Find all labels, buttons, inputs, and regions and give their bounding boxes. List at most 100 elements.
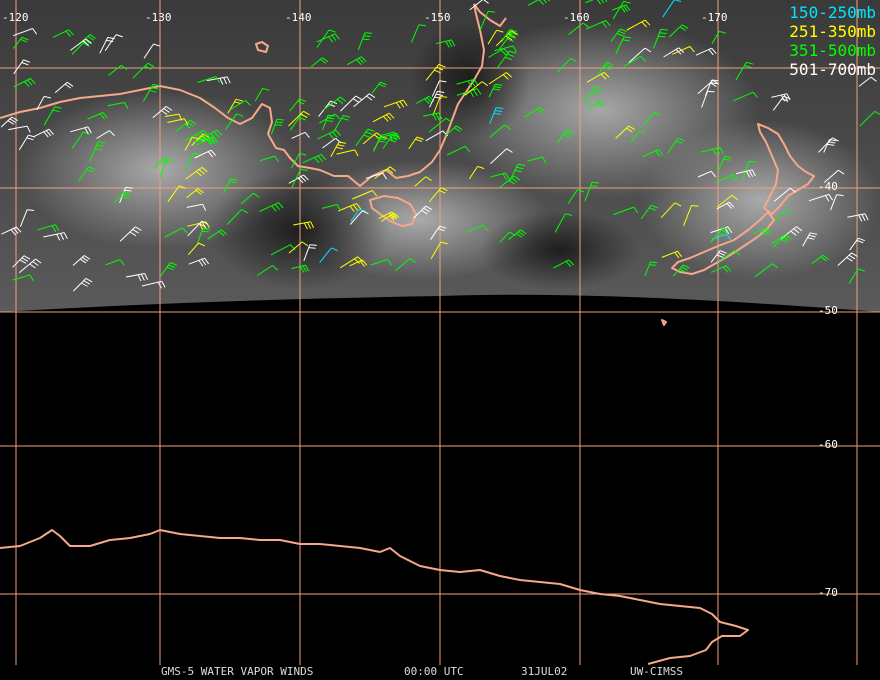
wind-barb — [469, 0, 489, 11]
wind-barb — [184, 129, 209, 142]
wind-barb — [456, 88, 482, 98]
wind-barb — [818, 137, 839, 153]
wind-barb — [119, 186, 133, 204]
wind-barb — [802, 232, 818, 247]
wind-barb — [428, 117, 452, 133]
wind-barb — [490, 172, 510, 181]
wind-barb — [715, 173, 739, 183]
wind-barb — [416, 95, 435, 105]
lord-howe-island — [255, 41, 269, 53]
wind-barb — [704, 79, 719, 96]
wind-barb — [152, 105, 173, 119]
wind-barb — [259, 155, 280, 163]
legend-item-351-500: 351-500mb — [789, 41, 876, 60]
wind-barb — [164, 227, 188, 238]
wind-barb — [736, 169, 756, 178]
wind-barb — [508, 163, 525, 182]
wind-barb — [12, 255, 31, 268]
wind-barb — [499, 175, 521, 188]
wind-barb — [383, 99, 408, 109]
wind-barb — [291, 264, 310, 273]
wind-barb — [584, 181, 600, 202]
wind-barb — [373, 138, 387, 152]
wind-barb — [175, 119, 197, 132]
wind-barb — [700, 146, 724, 156]
wind-barb — [186, 188, 204, 199]
wind-barb — [423, 112, 443, 121]
wind-barb — [52, 29, 74, 38]
wind-barb — [430, 241, 448, 259]
wind-barb — [78, 166, 96, 182]
small-island — [661, 319, 667, 326]
wind-barb — [303, 244, 317, 262]
wind-barb — [34, 128, 54, 138]
wind-barb — [89, 141, 106, 162]
wind-barb — [849, 237, 865, 251]
wind-barb — [289, 98, 307, 112]
wind-barb — [185, 152, 201, 170]
wind-barb — [774, 210, 793, 222]
wind-barb — [615, 36, 631, 55]
wind-barb — [291, 168, 308, 188]
wind-barb — [12, 28, 38, 37]
wind-barb — [717, 156, 732, 172]
wind-barb — [70, 38, 92, 51]
wind-barb — [270, 118, 284, 135]
wind-barb — [371, 81, 388, 94]
coastlines — [0, 3, 815, 665]
wind-barb — [350, 208, 367, 222]
wind-barb — [584, 86, 602, 104]
wind-barb — [254, 87, 270, 102]
wind-barb — [330, 141, 346, 158]
wind-barb — [490, 148, 513, 164]
wind-barb — [643, 111, 661, 126]
lon-label-120: -120 — [2, 11, 29, 24]
legend-item-251-350: 251-350mb — [789, 22, 876, 41]
wind-barb — [321, 114, 336, 131]
wind-barb — [494, 45, 517, 53]
wind-barb — [225, 113, 244, 130]
lat-lon-grid — [0, 0, 880, 665]
footer-date: 31JUL02 — [521, 665, 568, 678]
wind-barb — [105, 259, 125, 266]
wind-barb — [223, 178, 238, 194]
wind-barb — [628, 47, 652, 63]
wind-barb — [13, 78, 36, 88]
wind-barb — [771, 93, 791, 102]
wind-barb — [141, 280, 166, 289]
lon-label-160: -160 — [563, 11, 590, 24]
wind-barb — [72, 277, 93, 292]
wind-barb — [339, 256, 364, 269]
footer-source: UW-CIMSS — [630, 665, 683, 678]
wind-barb — [379, 131, 399, 139]
wind-barb — [414, 176, 432, 187]
wind-barb — [837, 252, 858, 266]
wind-barb — [36, 95, 52, 111]
wind-barb — [270, 244, 296, 256]
wind-barb — [630, 130, 647, 143]
lon-label-140: -140 — [285, 11, 312, 24]
wind-barb — [338, 202, 362, 213]
wind-barb — [499, 231, 516, 243]
wind-barb — [742, 160, 757, 180]
wind-barb — [567, 189, 585, 204]
wind-barb — [488, 48, 510, 58]
wind-barb — [557, 57, 577, 73]
wind-barb — [13, 59, 31, 75]
wind-barb — [132, 62, 155, 79]
wind-barb — [446, 145, 471, 156]
longitude-labels: -120 -130 -140 -150 -160 -170 — [2, 11, 728, 24]
wind-barb — [496, 50, 517, 69]
wind-barb — [293, 221, 315, 230]
wind-barb — [752, 227, 772, 236]
tasmania-coast — [369, 195, 417, 227]
wind-barb — [199, 129, 223, 140]
wind-barb — [808, 193, 834, 202]
wind-barb — [167, 118, 189, 126]
wind-barb — [597, 61, 614, 75]
wind-barb — [488, 72, 512, 85]
wind-barb — [711, 265, 731, 273]
wind-barb — [240, 192, 260, 205]
wind-barb — [366, 172, 388, 180]
